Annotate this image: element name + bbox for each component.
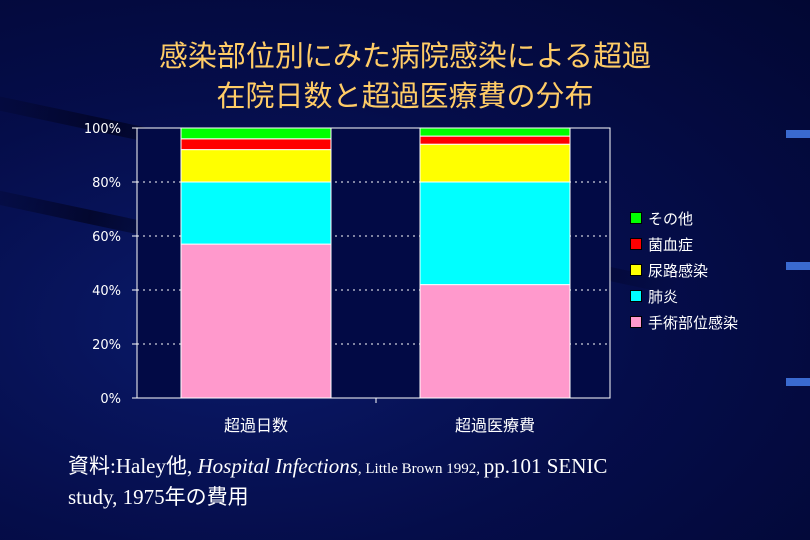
y-tick-label: 20% <box>92 338 121 353</box>
legend-label: 肺炎 <box>648 287 679 306</box>
bar-segment <box>180 127 332 140</box>
source-publisher: , Little Brown 1992, <box>357 461 484 477</box>
legend-swatch <box>630 238 642 250</box>
bar-segment <box>180 149 332 183</box>
legend-item: 尿路感染 <box>630 257 738 283</box>
legend: その他菌血症尿路感染肺炎手術部位感染 <box>630 205 738 335</box>
y-tick-label: 80% <box>92 176 121 191</box>
source-book-title: Hospital Infections <box>197 454 358 478</box>
legend-item: 肺炎 <box>630 283 738 309</box>
legend-label: その他 <box>648 209 694 228</box>
legend-item: 菌血症 <box>630 231 738 257</box>
side-accent <box>786 130 810 138</box>
side-accent <box>786 378 810 386</box>
side-accent <box>786 262 810 270</box>
bar-segment <box>180 138 332 151</box>
legend-swatch <box>630 212 642 224</box>
legend-swatch <box>630 316 642 328</box>
source-prefix: 資料:Haley他, <box>68 454 198 478</box>
legend-label: 手術部位感染 <box>648 313 739 332</box>
legend-swatch <box>630 264 642 276</box>
bar-segment <box>419 284 571 399</box>
legend-label: 尿路感染 <box>648 261 709 280</box>
bar-segment <box>180 243 332 399</box>
y-tick-label: 0% <box>100 392 121 407</box>
bar-segment <box>419 143 571 183</box>
y-tick-label: 40% <box>92 284 121 299</box>
slide-title: 感染部位別にみた病院感染による超過 在院日数と超過医療費の分布 <box>0 36 810 116</box>
legend-label: 菌血症 <box>648 235 694 254</box>
bar-segment <box>419 181 571 286</box>
title-line-1: 感染部位別にみた病院感染による超過 <box>158 39 652 73</box>
source-note: 資料:Haley他, Hospital Infections, Little B… <box>68 452 607 511</box>
bar-segment <box>180 181 332 245</box>
legend-item: 手術部位感染 <box>630 309 738 335</box>
title-line-2: 在院日数と超過医療費の分布 <box>216 79 594 113</box>
bar-segment <box>419 135 571 145</box>
legend-swatch <box>630 290 642 302</box>
source-line-2: study, 1975年の費用 <box>68 485 249 509</box>
x-category-label: 超過医療費 <box>455 416 535 435</box>
source-pages: pp.101 SENIC <box>483 454 608 478</box>
x-category-label: 超過日数 <box>224 416 288 435</box>
y-tick-label: 100% <box>84 122 121 137</box>
y-tick-label: 60% <box>92 230 121 245</box>
legend-item: その他 <box>630 205 738 231</box>
bar-segment <box>419 127 571 137</box>
